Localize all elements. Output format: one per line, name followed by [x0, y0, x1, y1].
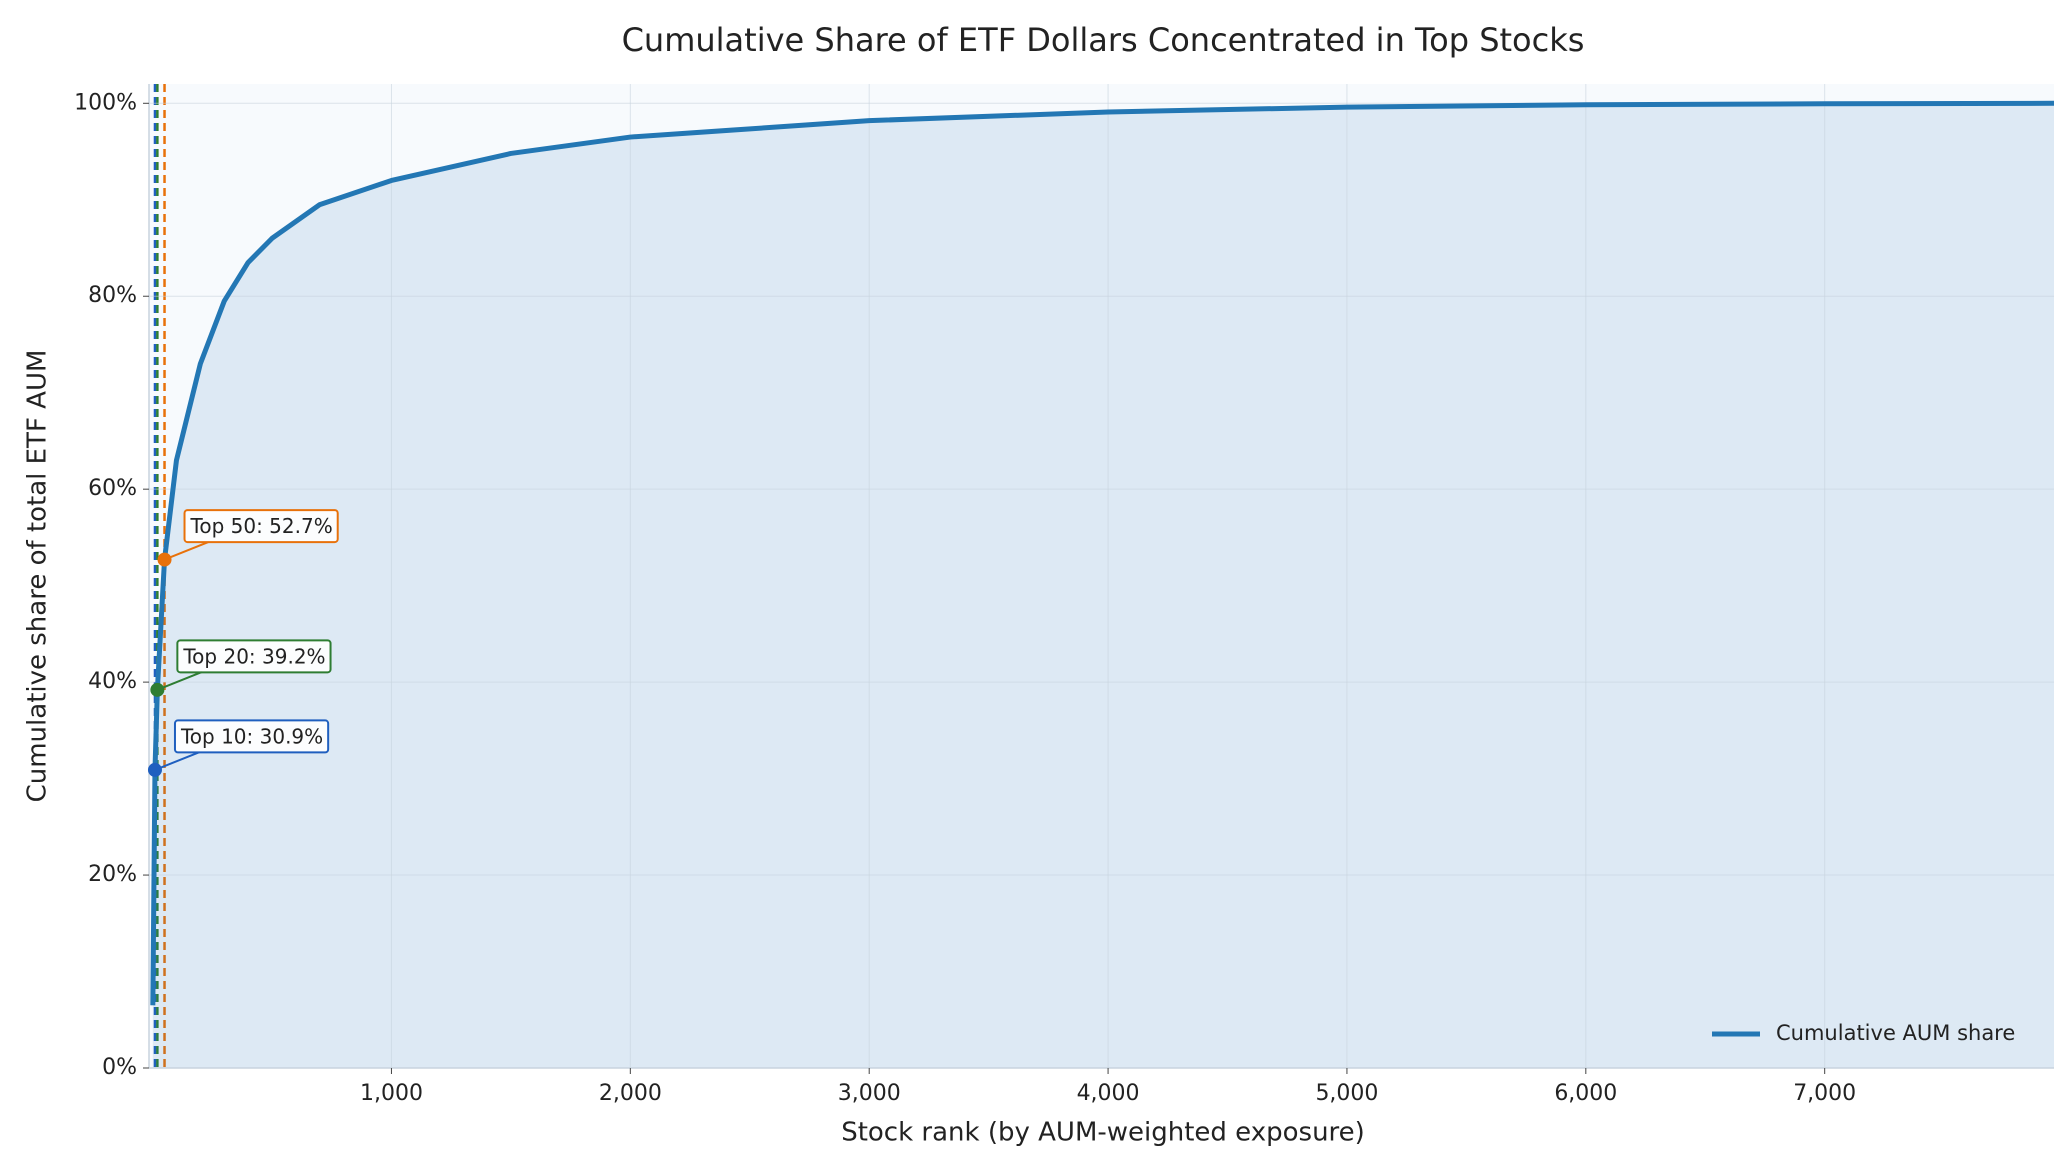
- annotation-connector: [156, 670, 203, 691]
- y-axis-label: Cumulative share of total ETF AUM: [23, 350, 53, 803]
- x-tick-label: 7,000: [1793, 1081, 1856, 1106]
- annotation-label: Top 50: 52.7%: [183, 509, 339, 544]
- x-tick-label: 4,000: [1077, 1081, 1140, 1106]
- y-tick-label: 20%: [88, 862, 137, 887]
- x-tick-label: 6,000: [1554, 1081, 1617, 1106]
- annotation-label: Top 20: 39.2%: [176, 639, 332, 674]
- x-tick-label: 5,000: [1315, 1081, 1378, 1106]
- chart-title: Cumulative Share of ETF Dollars Concentr…: [622, 21, 1585, 59]
- y-tick-label: 0%: [102, 1055, 137, 1080]
- annotation-box: [183, 509, 339, 544]
- x-tick-label: 2,000: [599, 1081, 662, 1106]
- area-fill: [152, 103, 2055, 1068]
- y-tick-label: 40%: [88, 669, 137, 694]
- y-tick-label: 80%: [88, 283, 137, 308]
- legend-label: Cumulative AUM share: [1776, 1021, 2015, 1045]
- x-tick-label: 3,000: [838, 1081, 901, 1106]
- annotation-connector: [164, 540, 210, 561]
- annotation-connector: [154, 750, 201, 771]
- annotation-marker: [157, 552, 172, 567]
- plot-background: [149, 84, 2054, 1068]
- annotation-text: Top 10: 30.9%: [180, 724, 323, 748]
- x-axis-label: Stock rank (by AUM-weighted exposure): [841, 1118, 1365, 1148]
- y-tick-label: 60%: [88, 476, 137, 501]
- x-tick-label: 1,000: [360, 1081, 423, 1106]
- annotation-marker: [150, 682, 165, 697]
- annotation-text: Top 20: 39.2%: [182, 644, 325, 668]
- annotation-box: [173, 719, 330, 754]
- annotation-box: [176, 639, 332, 674]
- annotation-label: Top 10: 30.9%: [173, 719, 330, 754]
- y-tick-label: 100%: [74, 90, 137, 115]
- annotation-text: Top 50: 52.7%: [190, 514, 333, 538]
- annotation-marker: [147, 762, 162, 777]
